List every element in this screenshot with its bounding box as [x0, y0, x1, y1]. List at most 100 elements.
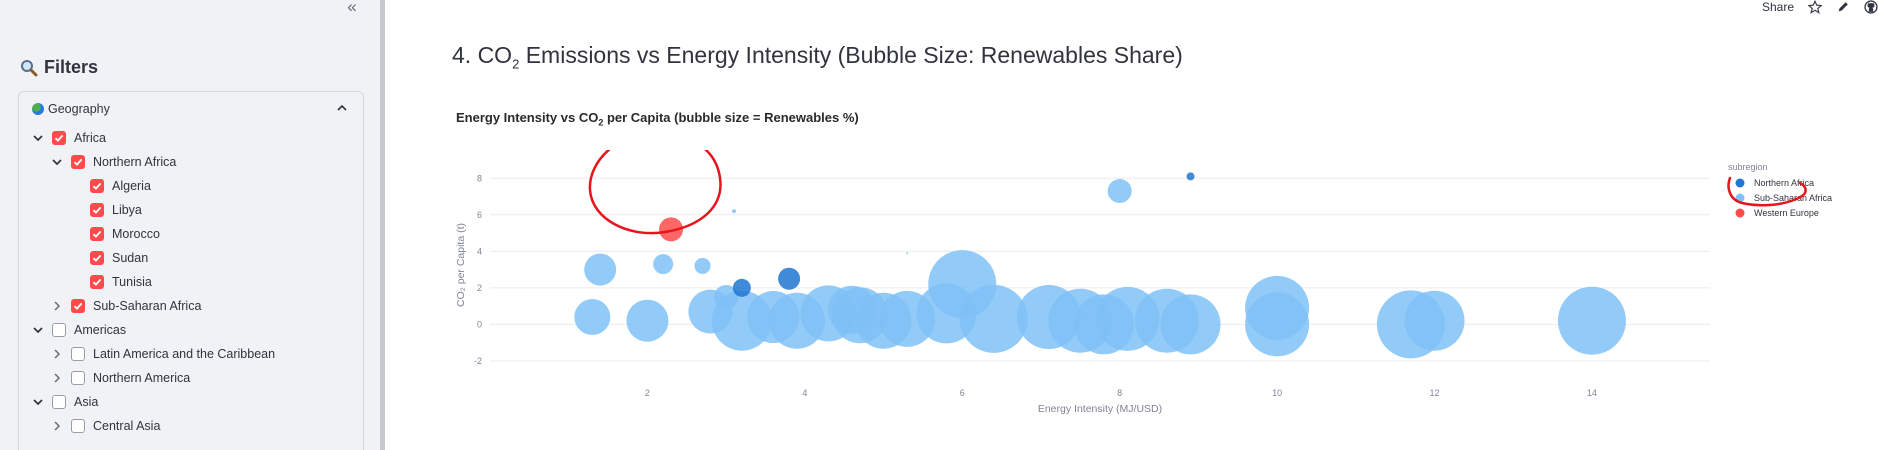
tree-item[interactable]: Morocco — [69, 224, 160, 244]
geography-expander: Geography Africa Northern Africa Algeria Li… — [18, 91, 364, 450]
tree-checkbox[interactable] — [90, 227, 104, 241]
bubble-sub-saharan-africa — [694, 257, 711, 274]
bubble-sub-saharan-africa — [574, 299, 611, 336]
hand-drawn-circle-annotation — [588, 150, 722, 235]
x-tick-label: 10 — [1272, 388, 1282, 398]
tree-item-label: Sub-Saharan Africa — [93, 299, 202, 313]
tree-indent — [69, 251, 83, 265]
edit-pencil-icon[interactable] — [1836, 0, 1850, 14]
y-tick-label: 8 — [477, 173, 482, 183]
y-tick-label: 0 — [477, 319, 482, 329]
chevron-down-icon[interactable] — [50, 155, 64, 169]
tree-checkbox[interactable] — [71, 299, 85, 313]
tree-item[interactable]: Central Asia — [50, 416, 160, 436]
tree-checkbox[interactable] — [52, 323, 66, 337]
filters-title: Filters — [44, 57, 99, 77]
tree-item-label: Asia — [74, 395, 99, 409]
y-tick-label: 6 — [477, 210, 482, 220]
search-icon — [21, 59, 38, 76]
tree-item-label: Morocco — [112, 227, 160, 241]
tree-indent — [69, 227, 83, 241]
geography-label: Geography — [48, 102, 110, 116]
bubble-chart[interactable]: -2 0 2 4 6 8 2 4 6 8 10 12 14 Energy Intensity (MJ/US… — [440, 150, 1878, 430]
tree-item[interactable]: Northern Africa — [50, 152, 176, 172]
filters-heading: Filters — [20, 57, 98, 78]
bubble-sub-saharan-africa — [714, 284, 739, 309]
star-icon[interactable] — [1808, 0, 1822, 14]
legend-marker — [1735, 178, 1745, 188]
tree-checkbox[interactable] — [71, 155, 85, 169]
legend-marker — [1735, 208, 1745, 218]
tree-checkbox[interactable] — [90, 179, 104, 193]
share-button[interactable]: Share — [1761, 0, 1794, 14]
tree-item[interactable]: Northern America — [50, 368, 190, 388]
tree-item-label: Central Asia — [93, 419, 161, 433]
chevron-down-icon[interactable] — [31, 323, 45, 337]
x-tick-label: 2 — [645, 388, 650, 398]
tree-checkbox[interactable] — [52, 131, 66, 145]
tree-item[interactable]: Libya — [69, 200, 142, 220]
tree-checkbox[interactable] — [90, 203, 104, 217]
y-tick-label: -2 — [474, 356, 482, 366]
tree-checkbox[interactable] — [90, 275, 104, 289]
x-axis-label: Energy Intensity (MJ/USD) — [1038, 403, 1162, 415]
y-tick-label: 4 — [477, 246, 482, 256]
tree-item-label: Libya — [112, 203, 142, 217]
tree-item-label: Americas — [74, 323, 127, 337]
tree-item[interactable]: Africa — [31, 128, 106, 148]
legend-item-label: Western Europe — [1754, 208, 1819, 218]
tree-item-label: Northern Africa — [93, 155, 177, 169]
tree-item[interactable]: Tunisia — [69, 272, 152, 292]
x-tick-label: 4 — [802, 388, 807, 398]
bubble-sub-saharan-africa — [1160, 294, 1221, 355]
tree-item[interactable]: Sudan — [69, 248, 148, 268]
tree-item-label: Northern America — [93, 371, 191, 385]
bubble-sub-saharan-africa — [732, 209, 736, 214]
geography-expander-header[interactable]: Geography — [19, 92, 363, 126]
tree-item[interactable]: Sub-Saharan Africa — [50, 296, 201, 316]
x-tick-label: 14 — [1587, 388, 1597, 398]
chart-title: Energy Intensity vs CO2 per Capita (bubb… — [456, 110, 859, 128]
bubble-sub-saharan-africa — [1557, 286, 1626, 355]
tree-item[interactable]: Asia — [31, 392, 98, 412]
tree-item[interactable]: Latin America and the Caribbean — [50, 344, 275, 364]
bubble-sub-saharan-africa — [584, 253, 617, 286]
chevron-right-icon[interactable] — [50, 347, 64, 361]
chevron-down-icon[interactable] — [31, 395, 45, 409]
tree-checkbox[interactable] — [71, 347, 85, 361]
bubble-sub-saharan-africa — [653, 254, 674, 275]
tree-item[interactable]: Americas — [31, 320, 126, 340]
tree-item-label: Latin America and the Caribbean — [93, 347, 276, 361]
tree-indent — [69, 179, 83, 193]
bubble-sub-saharan-africa — [626, 299, 669, 342]
legend-item-label: Northern Africa — [1754, 178, 1814, 188]
legend-item-label: Sub-Saharan Africa — [1754, 193, 1832, 203]
bubble-northern-africa — [1186, 172, 1195, 181]
tree-checkbox[interactable] — [71, 371, 85, 385]
bubble-sub-saharan-africa — [828, 285, 877, 334]
sidebar-resize-handle[interactable] — [380, 0, 385, 450]
tree-checkbox[interactable] — [71, 419, 85, 433]
tree-indent — [69, 203, 83, 217]
chevron-right-icon[interactable] — [50, 371, 64, 385]
bubble-sub-saharan-africa — [1107, 179, 1132, 204]
y-axis-label: CO₂ per Capita (t) — [455, 223, 467, 307]
sidebar: « Filters Geography Africa Northern Afric… — [0, 0, 380, 450]
tree-item-label: Sudan — [112, 251, 149, 265]
github-icon[interactable] — [1864, 0, 1878, 14]
app-toolbar: Share — [1762, 0, 1878, 14]
chevron-right-icon[interactable] — [50, 299, 64, 313]
chevron-right-icon[interactable] — [50, 419, 64, 433]
tree-checkbox[interactable] — [90, 251, 104, 265]
tree-checkbox[interactable] — [52, 395, 66, 409]
tree-item-label: Africa — [74, 131, 106, 145]
bubble-sub-saharan-africa — [959, 284, 1028, 353]
chevron-up-icon[interactable] — [335, 101, 349, 115]
page-title: 4. CO2 Emissions vs Energy Intensity (Bu… — [452, 42, 1183, 72]
tree-item[interactable]: Algeria — [69, 176, 151, 196]
bubble-sub-saharan-africa — [906, 252, 909, 255]
double-chevron-left-icon[interactable]: « — [347, 0, 357, 16]
y-tick-label: 2 — [477, 283, 482, 293]
chevron-down-icon[interactable] — [31, 131, 45, 145]
legend-title: subregion — [1728, 162, 1768, 172]
